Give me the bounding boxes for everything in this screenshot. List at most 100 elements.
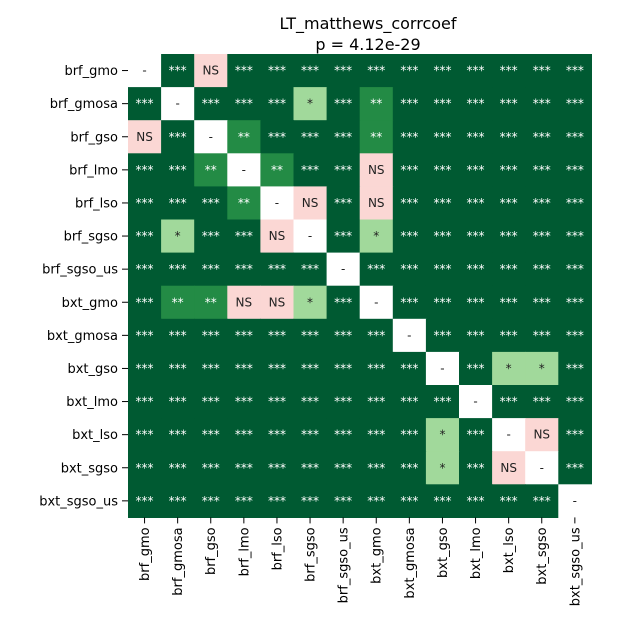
x-tick-label: brf_gso [204, 527, 219, 575]
cell-label: *** [136, 97, 154, 111]
heatmap-cell [260, 318, 295, 353]
heatmap-cell [326, 351, 361, 386]
heatmap-cell [425, 186, 460, 221]
heatmap-cell [492, 285, 526, 320]
heatmap-cell [525, 285, 559, 320]
cell-label: *** [268, 262, 286, 276]
cell-label: *** [500, 295, 518, 309]
heatmap-cell [128, 285, 162, 320]
cell-label: NS [236, 295, 253, 309]
heatmap-cell [293, 351, 328, 386]
heatmap-cell [293, 153, 328, 187]
heatmap-cell [227, 451, 261, 485]
heatmap-cell [293, 87, 328, 121]
cell-label: - [308, 229, 312, 243]
cell-label: *** [467, 295, 485, 309]
cell-label: *** [467, 163, 485, 177]
cell-label: NS [136, 130, 153, 144]
cell-label: *** [169, 163, 187, 177]
heatmap-cell [194, 451, 228, 485]
y-tick-label: brf_gmosa [50, 97, 118, 112]
heatmap-cell [128, 252, 162, 287]
cell-label: - [540, 461, 544, 475]
y-tick-label: bxt_lmo [66, 395, 118, 410]
cell-label: *** [169, 461, 187, 475]
heatmap-cell [161, 318, 195, 353]
heatmap-cell [525, 451, 559, 485]
cell-label: *** [202, 97, 220, 111]
cell-label: *** [301, 461, 319, 475]
cell-label: * [373, 229, 379, 243]
heatmap-cell [293, 54, 328, 88]
cell-label: *** [136, 361, 154, 375]
cell-label: ** [172, 295, 184, 309]
heatmap-cell [128, 120, 162, 154]
heatmap-cell [492, 54, 526, 88]
heatmap-cell [326, 385, 361, 419]
cell-label: *** [169, 130, 187, 144]
cell-label: *** [433, 64, 451, 78]
cell-label: *** [467, 461, 485, 475]
heatmap-cell [194, 418, 228, 452]
cell-label: *** [533, 328, 551, 342]
cell-label: *** [235, 97, 253, 111]
cell-label: *** [301, 395, 319, 409]
heatmap-cell [359, 153, 394, 187]
cell-label: *** [467, 196, 485, 210]
cell-label: *** [500, 328, 518, 342]
heatmap-cell [293, 120, 328, 154]
y-tick-label: brf_sgso_us [42, 263, 118, 278]
heatmap-cell [227, 484, 261, 518]
heatmap-cell [161, 451, 195, 485]
cell-label: - [374, 295, 378, 309]
cell-label: *** [235, 361, 253, 375]
heatmap-cell [525, 87, 559, 121]
heatmap-cell [161, 120, 195, 154]
heatmap-cell [492, 451, 526, 485]
heatmap-cell [359, 252, 394, 287]
heatmap-cell [194, 186, 228, 221]
heatmap-cell [227, 351, 261, 386]
heatmap-cell [425, 484, 460, 518]
cell-label: *** [500, 494, 518, 508]
y-tick-label: bxt_gmosa [47, 329, 118, 344]
cell-label: *** [334, 461, 352, 475]
heatmap-cell [558, 219, 592, 254]
cell-label: *** [400, 428, 418, 442]
heatmap-cell [194, 351, 228, 386]
cell-label: *** [500, 97, 518, 111]
cell-label: *** [301, 428, 319, 442]
heatmap-cell [293, 318, 328, 353]
heatmap-cell [260, 87, 295, 121]
cell-label: *** [467, 428, 485, 442]
heatmap-cell [260, 451, 295, 485]
cell-label: *** [566, 361, 584, 375]
cell-label: *** [235, 262, 253, 276]
y-tick-label: bxt_sgso [61, 461, 118, 476]
x-tick-label: brf_sgso [304, 527, 319, 581]
x-tick-label: bxt_sgso [535, 527, 550, 584]
heatmap-cell [392, 385, 427, 419]
cell-label: *** [566, 97, 584, 111]
cell-label: *** [334, 97, 352, 111]
cell-label: *** [433, 262, 451, 276]
heatmap-cell [260, 385, 295, 419]
heatmap-cell [227, 252, 261, 287]
y-tick-label: brf_lmo [69, 163, 118, 178]
cell-label: *** [367, 428, 385, 442]
heatmap-cell [392, 87, 427, 121]
cell-label: *** [400, 461, 418, 475]
heatmap-cell [558, 451, 592, 485]
x-tick-label: bxt_gso [436, 527, 451, 578]
cell-label: - [242, 163, 246, 177]
cell-label: ** [370, 97, 382, 111]
heatmap-cell [425, 285, 460, 320]
cell-label: *** [169, 494, 187, 508]
heatmap-cell [425, 54, 460, 88]
cell-label: - [341, 262, 345, 276]
x-tick-label: bxt_lmo [469, 527, 484, 579]
cell-label: *** [301, 64, 319, 78]
cell-label: * [506, 361, 512, 375]
heatmap-cell [459, 153, 493, 187]
